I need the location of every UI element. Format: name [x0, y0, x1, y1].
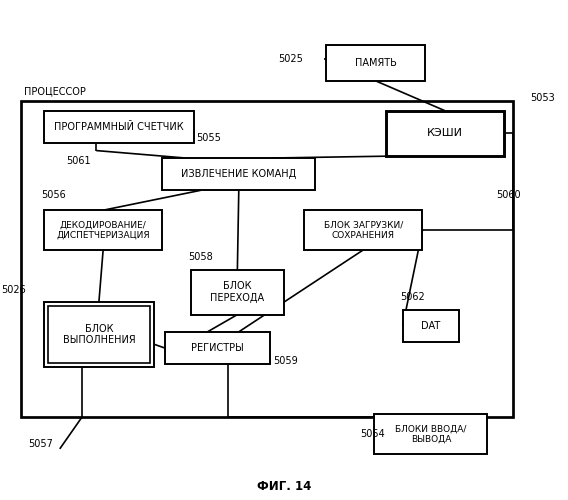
Text: 5026: 5026: [1, 286, 26, 296]
FancyBboxPatch shape: [21, 101, 513, 416]
Text: БЛОК ЗАГРУЗКИ/
СОХРАНЕНИЯ: БЛОК ЗАГРУЗКИ/ СОХРАНЕНИЯ: [324, 220, 403, 240]
Text: 5054: 5054: [360, 429, 385, 439]
FancyBboxPatch shape: [165, 332, 270, 364]
Text: БЛОК
ВЫПОЛНЕНИЯ: БЛОК ВЫПОЛНЕНИЯ: [62, 324, 135, 345]
Text: 5056: 5056: [41, 190, 66, 200]
Text: БЛОК
ПЕРЕХОДА: БЛОК ПЕРЕХОДА: [210, 282, 265, 303]
Text: ПАМЯТЬ: ПАМЯТЬ: [355, 58, 397, 68]
Text: КЭШИ: КЭШИ: [427, 128, 463, 138]
FancyBboxPatch shape: [44, 302, 154, 367]
Text: 5059: 5059: [273, 356, 298, 366]
Text: 5061: 5061: [66, 156, 91, 166]
Text: БЛОКИ ВВОДА/
ВЫВОДА: БЛОКИ ВВОДА/ ВЫВОДА: [395, 424, 467, 444]
FancyBboxPatch shape: [191, 270, 284, 314]
Text: DAT: DAT: [421, 321, 441, 331]
FancyBboxPatch shape: [403, 310, 459, 342]
Text: 5025: 5025: [278, 54, 303, 64]
FancyBboxPatch shape: [44, 210, 162, 250]
Text: ДЕКОДИРОВАНИЕ/
ДИСПЕТЧЕРИЗАЦИЯ: ДЕКОДИРОВАНИЕ/ ДИСПЕТЧЕРИЗАЦИЯ: [56, 220, 150, 240]
FancyBboxPatch shape: [48, 306, 150, 364]
Text: 5062: 5062: [400, 292, 425, 302]
Text: РЕГИСТРЫ: РЕГИСТРЫ: [191, 343, 244, 353]
Text: 5053: 5053: [530, 94, 554, 104]
Text: 5055: 5055: [197, 133, 222, 143]
Text: 5060: 5060: [496, 190, 521, 200]
Text: ФИГ. 14: ФИГ. 14: [257, 480, 311, 492]
Text: ПРОГРАММНЫЙ СЧЕТЧИК: ПРОГРАММНЫЙ СЧЕТЧИК: [54, 122, 183, 132]
Text: 5057: 5057: [28, 439, 53, 449]
Text: ИЗВЛЕЧЕНИЕ КОМАНД: ИЗВЛЕЧЕНИЕ КОМАНД: [181, 169, 296, 179]
Text: 5058: 5058: [188, 252, 212, 262]
Text: ПРОЦЕССОР: ПРОЦЕССОР: [24, 86, 86, 96]
FancyBboxPatch shape: [374, 414, 487, 454]
FancyBboxPatch shape: [386, 111, 504, 156]
FancyBboxPatch shape: [327, 45, 425, 81]
FancyBboxPatch shape: [162, 158, 315, 190]
FancyBboxPatch shape: [304, 210, 423, 250]
FancyBboxPatch shape: [44, 111, 194, 143]
